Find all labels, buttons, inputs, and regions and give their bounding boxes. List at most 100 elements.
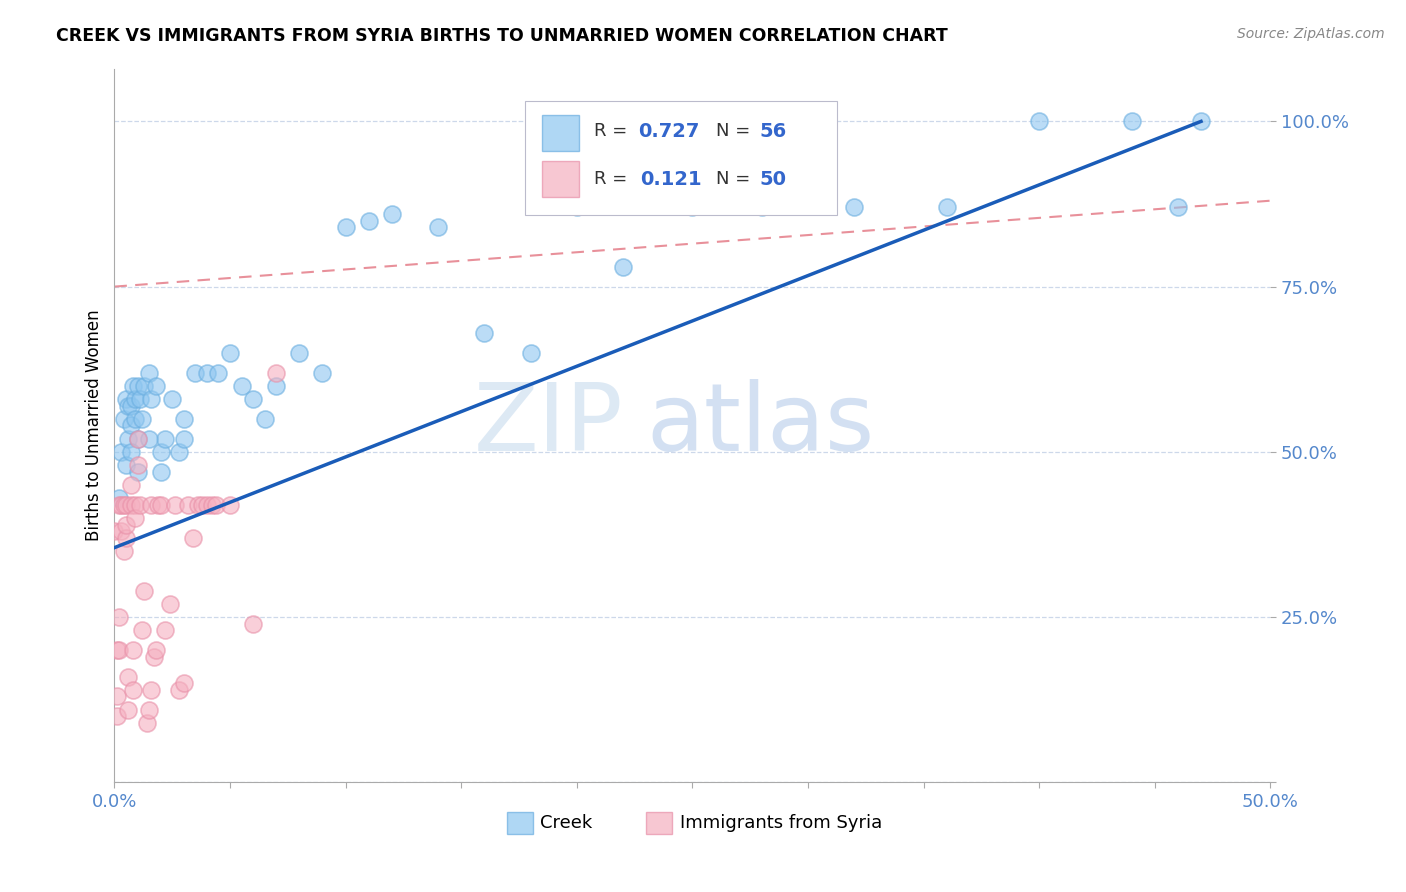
- Point: [381, 207, 404, 221]
- Point: [242, 392, 264, 406]
- Point: [264, 378, 287, 392]
- Point: [177, 498, 200, 512]
- Point: [105, 690, 128, 704]
- Point: [117, 432, 139, 446]
- Point: [138, 366, 160, 380]
- Point: [195, 498, 218, 512]
- Point: [160, 392, 183, 406]
- Point: [141, 392, 163, 406]
- Point: [149, 445, 172, 459]
- Point: [427, 220, 450, 235]
- Point: [163, 498, 186, 512]
- Point: [181, 531, 204, 545]
- Point: [935, 200, 957, 214]
- Point: [335, 220, 357, 235]
- Point: [1121, 114, 1143, 128]
- Point: [112, 411, 135, 425]
- Point: [844, 200, 866, 214]
- Point: [145, 378, 167, 392]
- Point: [219, 498, 242, 512]
- Point: [127, 458, 149, 472]
- Point: [149, 465, 172, 479]
- Point: [173, 432, 195, 446]
- Text: 0.121: 0.121: [640, 169, 702, 188]
- Point: [124, 411, 146, 425]
- Point: [751, 200, 773, 214]
- Point: [124, 511, 146, 525]
- Point: [159, 597, 181, 611]
- Point: [103, 524, 125, 538]
- Point: [472, 326, 495, 340]
- Point: [184, 366, 207, 380]
- Point: [127, 378, 149, 392]
- Text: 56: 56: [759, 122, 787, 141]
- Point: [135, 715, 157, 730]
- Point: [115, 531, 138, 545]
- Point: [131, 411, 153, 425]
- Text: Creek: Creek: [540, 814, 592, 832]
- FancyBboxPatch shape: [647, 812, 672, 834]
- Point: [127, 465, 149, 479]
- Point: [141, 682, 163, 697]
- Point: [122, 643, 145, 657]
- Point: [138, 702, 160, 716]
- Point: [231, 378, 253, 392]
- Point: [205, 498, 228, 512]
- Point: [120, 445, 142, 459]
- Point: [108, 643, 131, 657]
- Point: [195, 366, 218, 380]
- Text: atlas: atlas: [647, 379, 875, 471]
- Point: [127, 432, 149, 446]
- Point: [155, 624, 177, 638]
- Point: [288, 345, 311, 359]
- Point: [145, 643, 167, 657]
- Point: [115, 458, 138, 472]
- Point: [131, 624, 153, 638]
- Y-axis label: Births to Unmarried Women: Births to Unmarried Women: [86, 310, 103, 541]
- Point: [105, 709, 128, 723]
- Point: [142, 649, 165, 664]
- Point: [311, 366, 333, 380]
- Point: [128, 498, 150, 512]
- Text: R =: R =: [595, 122, 633, 140]
- FancyBboxPatch shape: [543, 161, 579, 197]
- Point: [117, 702, 139, 716]
- Point: [110, 524, 132, 538]
- Point: [141, 498, 163, 512]
- Point: [120, 478, 142, 492]
- Point: [612, 260, 634, 274]
- Point: [187, 498, 209, 512]
- Point: [155, 432, 177, 446]
- Point: [112, 498, 135, 512]
- Text: Source: ZipAtlas.com: Source: ZipAtlas.com: [1237, 27, 1385, 41]
- Point: [120, 418, 142, 433]
- Text: N =: N =: [716, 170, 755, 188]
- Point: [191, 498, 214, 512]
- Point: [117, 669, 139, 683]
- Point: [120, 399, 142, 413]
- Text: CREEK VS IMMIGRANTS FROM SYRIA BIRTHS TO UNMARRIED WOMEN CORRELATION CHART: CREEK VS IMMIGRANTS FROM SYRIA BIRTHS TO…: [56, 27, 948, 45]
- Point: [253, 411, 276, 425]
- Text: 50: 50: [759, 169, 786, 188]
- Point: [138, 432, 160, 446]
- Point: [173, 676, 195, 690]
- Point: [128, 392, 150, 406]
- Text: Immigrants from Syria: Immigrants from Syria: [679, 814, 882, 832]
- Point: [124, 498, 146, 512]
- Point: [117, 399, 139, 413]
- Point: [148, 498, 170, 512]
- Point: [127, 432, 149, 446]
- Point: [565, 200, 588, 214]
- FancyBboxPatch shape: [508, 812, 533, 834]
- Point: [357, 213, 380, 227]
- Text: N =: N =: [716, 122, 755, 140]
- Point: [264, 366, 287, 380]
- Text: 0.727: 0.727: [638, 122, 699, 141]
- Point: [519, 345, 541, 359]
- Point: [122, 378, 145, 392]
- Point: [122, 682, 145, 697]
- Text: ZIP: ZIP: [474, 379, 623, 471]
- Point: [134, 583, 156, 598]
- Point: [134, 378, 156, 392]
- FancyBboxPatch shape: [543, 115, 579, 151]
